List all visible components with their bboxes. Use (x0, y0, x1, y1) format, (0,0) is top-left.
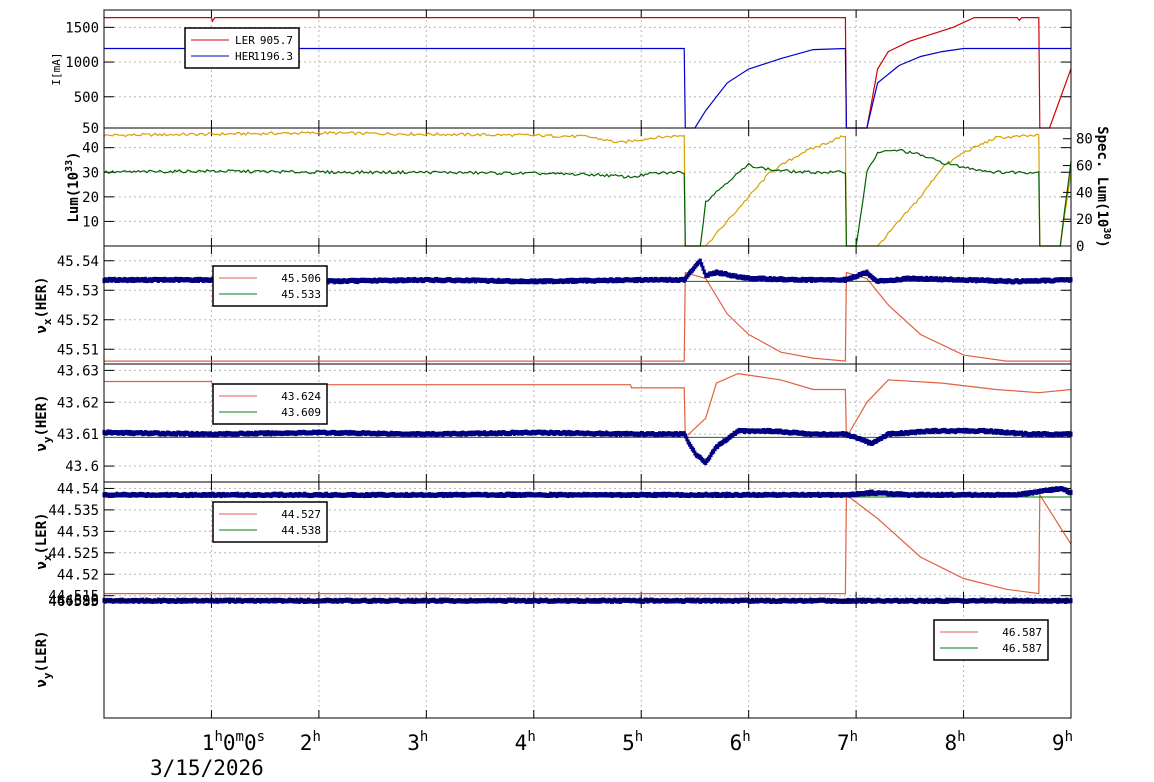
legend: 43.624 43.609 (212, 383, 328, 425)
data-point (685, 436, 689, 442)
x-tick-label: 3h (407, 729, 428, 755)
y-tick-label: 44.53 (57, 524, 99, 540)
x-tick-label: 9h (1052, 729, 1073, 755)
legend-value: 46.587 (1002, 626, 1042, 639)
y2-tick-label: 0 (1076, 239, 1084, 255)
legend-value: 45.506 (281, 272, 321, 285)
y-tick-label: 44.515 (48, 589, 99, 605)
y-axis-title: νy(LER) (34, 630, 54, 687)
y2-tick-label: 60 (1076, 159, 1093, 175)
legend-value: 43.624 (281, 390, 321, 403)
y-tick-label: 45.52 (57, 313, 99, 329)
legend-box (184, 27, 300, 69)
x-tick-label: 4h (515, 729, 536, 755)
y2-tick-label: 20 (1076, 212, 1093, 228)
y-axis-title: νy(HER) (34, 394, 54, 451)
y-tick-label: 30 (82, 165, 99, 181)
y-tick-label: 45.54 (57, 254, 99, 270)
y-axis-title: Lum(1033) (64, 151, 82, 222)
legend-value: 905.7 (260, 34, 293, 47)
data-point (702, 269, 706, 275)
legend-value: 43.609 (281, 406, 321, 419)
y-tick-label: 20 (82, 190, 99, 206)
date-label: 3/15/2026 (150, 756, 264, 780)
x-tick-label: 8h (944, 729, 965, 755)
legend-value: 45.533 (281, 288, 321, 301)
y-tick-label: 44.525 (48, 546, 99, 562)
series-set-line (104, 492, 1072, 595)
y-tick-label: 46.585 (48, 594, 99, 610)
series-set-line (104, 372, 1072, 440)
y-tick-label: 45.53 (57, 283, 99, 299)
legend-value: 1196.3 (253, 50, 293, 63)
legend-value: 44.538 (281, 524, 321, 537)
y-tick-label: 44.52 (57, 567, 99, 583)
panel-frame (103, 599, 1072, 719)
y-axis-title: I[mA] (50, 52, 63, 85)
y-tick-label: 43.6 (65, 459, 99, 475)
y2-axis-title: Spec. Lum(1030) (1094, 126, 1112, 248)
data-point (701, 265, 705, 271)
data-point (708, 454, 712, 460)
legend-label: HER (235, 50, 255, 63)
series-lum-line (103, 131, 1072, 247)
y-tick-label: 44.535 (48, 503, 99, 519)
legend-value: 46.587 (1002, 642, 1042, 655)
y-tick-label: 50 (82, 121, 99, 137)
data-point (692, 447, 696, 453)
y-tick-label: 10 (82, 214, 99, 230)
panel-frame (103, 127, 1072, 247)
legend-box (212, 383, 328, 425)
series-spec-lum-line (103, 148, 1072, 247)
data-point (700, 262, 704, 268)
y-tick-label: 43.61 (57, 427, 99, 443)
y-tick-label: 1500 (65, 20, 99, 36)
x-tick-label: 5h (622, 729, 643, 755)
y-tick-label: 46.595 (48, 593, 99, 609)
legend-box (933, 619, 1049, 661)
legend: 45.506 45.533 (212, 265, 328, 307)
y-tick-label: 43.63 (57, 363, 99, 379)
legend-box (212, 265, 328, 307)
legend: 46.587 46.587 (933, 619, 1049, 661)
y-axis-title: νx(HER) (34, 276, 54, 333)
y-tick-label: 500 (74, 90, 99, 106)
y-tick-label: 1000 (65, 55, 99, 71)
y-tick-label: 44.54 (57, 481, 99, 497)
series-ler-line (104, 17, 1072, 129)
x-tick-label: 2h (300, 729, 321, 755)
y-tick-label: 46.59 (57, 594, 99, 610)
y-tick-label: 40 (82, 141, 99, 157)
legend-label: LER (235, 34, 255, 47)
panel-nux_ler: 44.515 44.52 44.525 44.53 44.535 44.54νx(LER)… (34, 481, 1073, 605)
data-point (698, 258, 702, 264)
x-tick-label: 1h0m0s (202, 729, 265, 755)
y-tick-label: 46.6 (65, 593, 99, 609)
legend: 44.527 44.538 (212, 501, 328, 543)
y-tick-label: 43.62 (57, 395, 99, 411)
x-tick-label: 6h (730, 729, 751, 755)
series-set-line (104, 271, 1071, 362)
x-tick-label: 7h (837, 729, 858, 755)
y-axis-title: νx(LER) (34, 512, 54, 569)
y-tick-label: 45.51 (57, 342, 99, 358)
legend-box (212, 501, 328, 543)
y2-tick-label: 40 (1076, 185, 1093, 201)
data-point (684, 433, 687, 439)
y2-tick-label: 80 (1076, 132, 1093, 148)
legend-value: 44.527 (281, 508, 321, 521)
